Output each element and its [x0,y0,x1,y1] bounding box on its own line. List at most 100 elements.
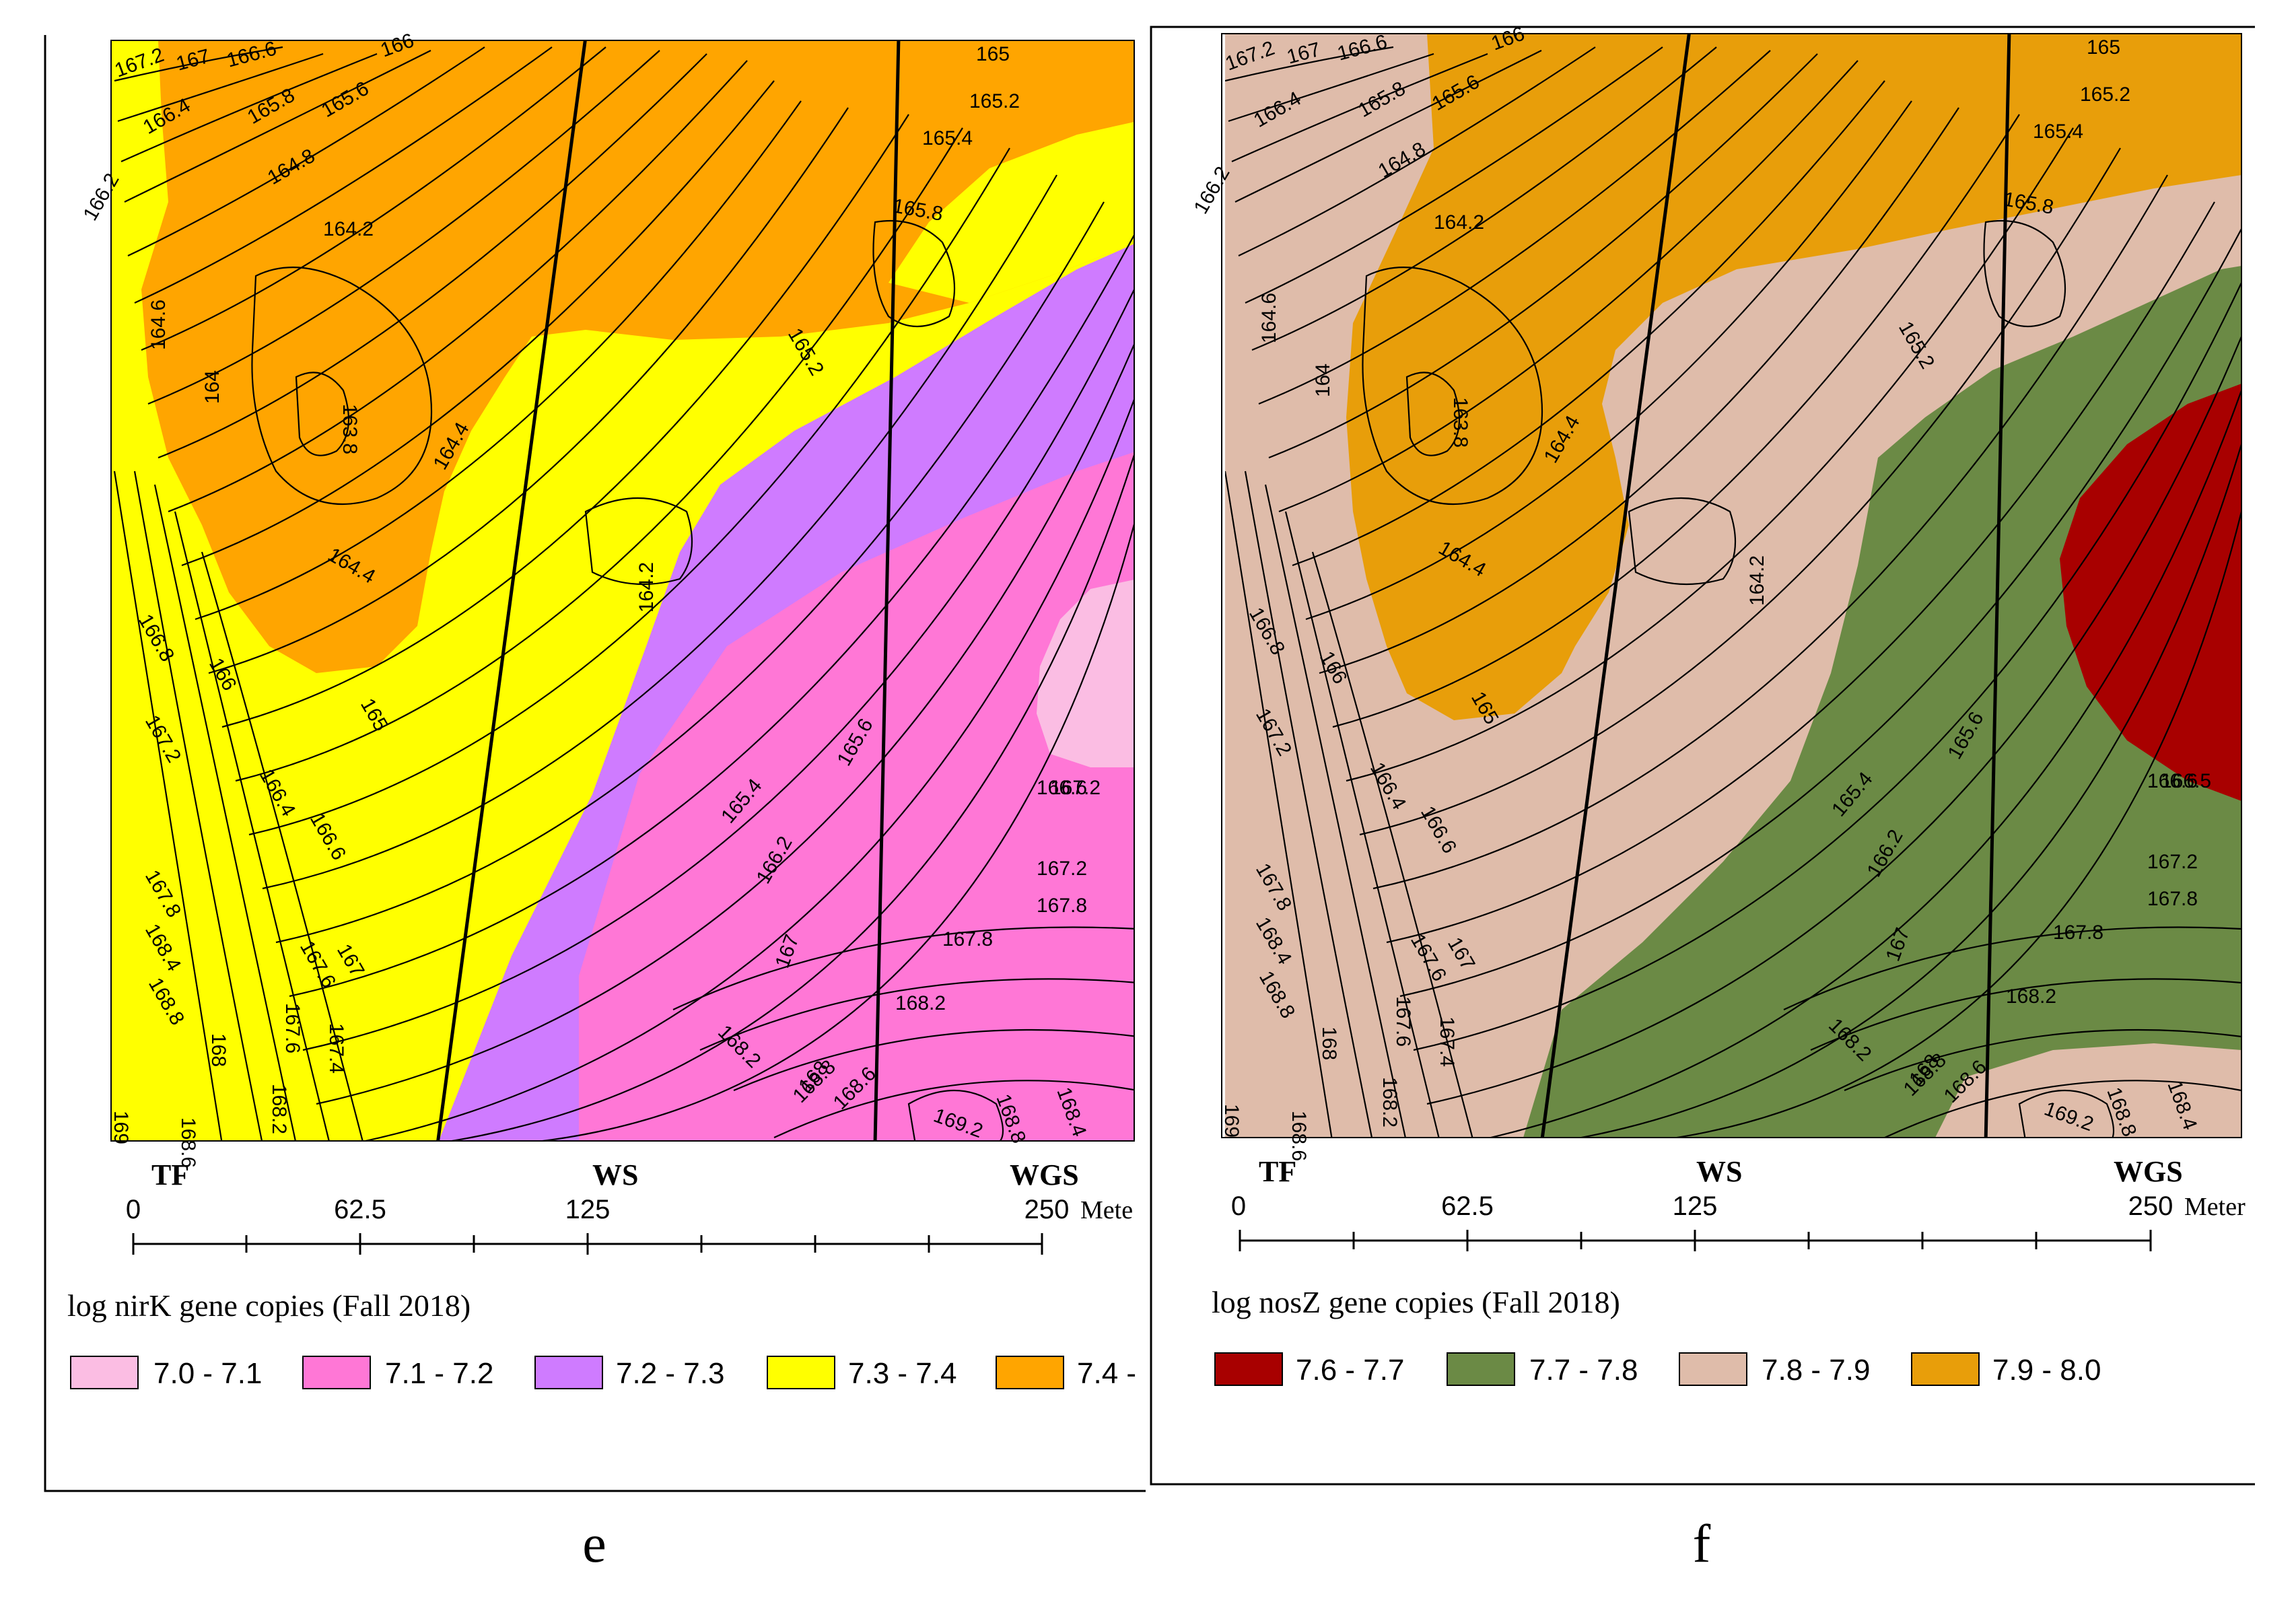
contour-label: 164 [201,370,223,404]
site-label-wgs: WGS [2114,1155,2183,1188]
contour-label: 166.5 [2161,770,2211,792]
scale-tick-62.5: 62.5 [1441,1191,1494,1221]
contour-label: 164.6 [1258,293,1280,343]
legend-label-7.0-7.1: 7.0 - 7.1 [153,1357,262,1390]
contour-label: 168.2 [1379,1077,1401,1127]
contour-label: 167.2 [1037,858,1087,880]
transect-ws [436,40,587,1141]
panel-f-frame [1150,26,2255,1486]
legend-label-7.9-8.0: 7.9 - 8.0 [1992,1354,2101,1387]
contour-label: 169 [1220,1104,1243,1138]
panel-caption-e: e [582,1515,606,1574]
transect-ws [1540,34,1691,1138]
legend-label-7.6-7.7: 7.6 - 7.7 [1296,1354,1404,1387]
contour-label: 164.2 [1434,211,1484,234]
contour-label: 164.2 [1746,555,1768,606]
legend-swatch-7.8-7.9 [1679,1352,1747,1386]
scale-unit: Meter [2184,1193,2246,1221]
class-area-7.3-7.4-patch [889,122,1134,303]
legend-label-7.4: 7.4 - [1077,1357,1136,1390]
scale-bar: 0 62.5 125 250 Mete [126,1195,1133,1255]
panel-f-map-frame [1221,33,2242,1138]
scale-tick-250: 250 [1024,1195,1070,1224]
contour-label: 168.6 [177,1117,199,1168]
scale-tick-250: 250 [2128,1191,2173,1221]
contour-label: 166.6 [1037,777,1087,799]
contour-label: 168.6 [1288,1111,1310,1161]
contour-label: 168.2 [895,992,946,1014]
scale-tick-62.5: 62.5 [334,1195,386,1224]
transect-lines [1540,34,2011,1138]
panel-f-map [1225,34,2241,1138]
transect-lines [436,40,901,1141]
panel-e-map [111,40,1134,1141]
contour-label: 167.4 [325,1023,347,1074]
scale-bar: 0 62.5 125 250 Meter [1231,1191,2246,1251]
legend-swatch-7.7-7.8 [1447,1352,1515,1386]
contour-label: 168 [1318,1027,1340,1060]
panel-e-frame [44,35,1146,1492]
contour-label: 167.8 [942,928,993,950]
contour-label: 164.2 [635,562,658,613]
class-area-7.9-8.0 [1346,34,2241,720]
contour-label: 167.2 [1050,777,1101,799]
contour-label: 164 [1312,363,1334,397]
contour-label: 168 [207,1033,230,1067]
contour-lines [1225,46,2241,1138]
scale-tick-0: 0 [126,1195,141,1224]
contour-label: 168.2 [2006,985,2056,1008]
scale-tick-125: 125 [1673,1191,1718,1221]
contour-lines [113,46,1134,1141]
site-label-tf: TF [151,1158,189,1191]
contour-label: 164.6 [147,300,170,350]
contour-label: 167.8 [1037,895,1087,917]
legend: log nirK gene copies (Fall 2018) 7.0 - 7… [67,1288,1136,1390]
contour-label: 165.4 [922,127,973,149]
legend-swatch-7.2-7.3 [534,1356,603,1389]
legend-label-7.8-7.9: 7.8 - 7.9 [1762,1354,1870,1387]
legend-title: log nirK gene copies (Fall 2018) [67,1288,471,1323]
contour-label: 165 [976,43,1010,65]
legend-swatch-7.9-8.0 [1911,1352,1980,1386]
scale-tick-125: 125 [565,1195,611,1224]
transect-wgs [873,40,901,1141]
legend-label-7.1-7.2: 7.1 - 7.2 [385,1357,493,1390]
panel-caption-f: f [1693,1515,1711,1574]
site-label-wgs: WGS [1010,1158,1079,1191]
contour-label: 164.2 [323,218,374,240]
class-area-7.7-7.8 [1523,266,2241,1138]
contour-label: 167.8 [2053,921,2103,944]
class-area-7.4 [141,40,1134,673]
legend-swatch-7.3-7.4 [767,1356,835,1389]
legend-swatch-7.0-7.1 [70,1356,139,1389]
class-area-7.1-7.2 [579,452,1134,1141]
contour-label: 163.8 [1449,397,1471,448]
panel-e-map-frame [110,40,1135,1142]
contour-label: 166.6 [2147,770,2198,792]
contour-label: 167.6 [281,1003,304,1053]
legend-label-7.2-7.3: 7.2 - 7.3 [616,1357,724,1390]
contour-label: 168.2 [268,1084,290,1134]
site-label-ws: WS [592,1158,638,1191]
legend-swatch-7.1-7.2 [302,1356,371,1389]
legend-swatch-7.6-7.7 [1214,1352,1283,1386]
contour-label: 167.8 [2147,888,2198,910]
contour-label: 167.2 [2147,851,2198,873]
legend-title: log nosZ gene copies (Fall 2018) [1212,1285,1620,1319]
legend-label-7.7-7.8: 7.7 - 7.8 [1529,1354,1638,1387]
contour-label: 165.2 [2080,83,2130,106]
legend-swatch-7.4 [996,1356,1064,1389]
contour-label: 165 [2087,36,2120,59]
site-label-ws: WS [1696,1155,1742,1188]
contour-label: 169 [110,1111,132,1144]
contour-label: 167.4 [1436,1016,1458,1067]
site-label-tf: TF [1259,1155,1296,1188]
class-area-7.6-7.7 [2060,384,2241,801]
contour-label: 165.4 [2033,120,2083,143]
scale-unit: Mete [1080,1196,1133,1224]
scale-tick-0: 0 [1231,1191,1246,1221]
